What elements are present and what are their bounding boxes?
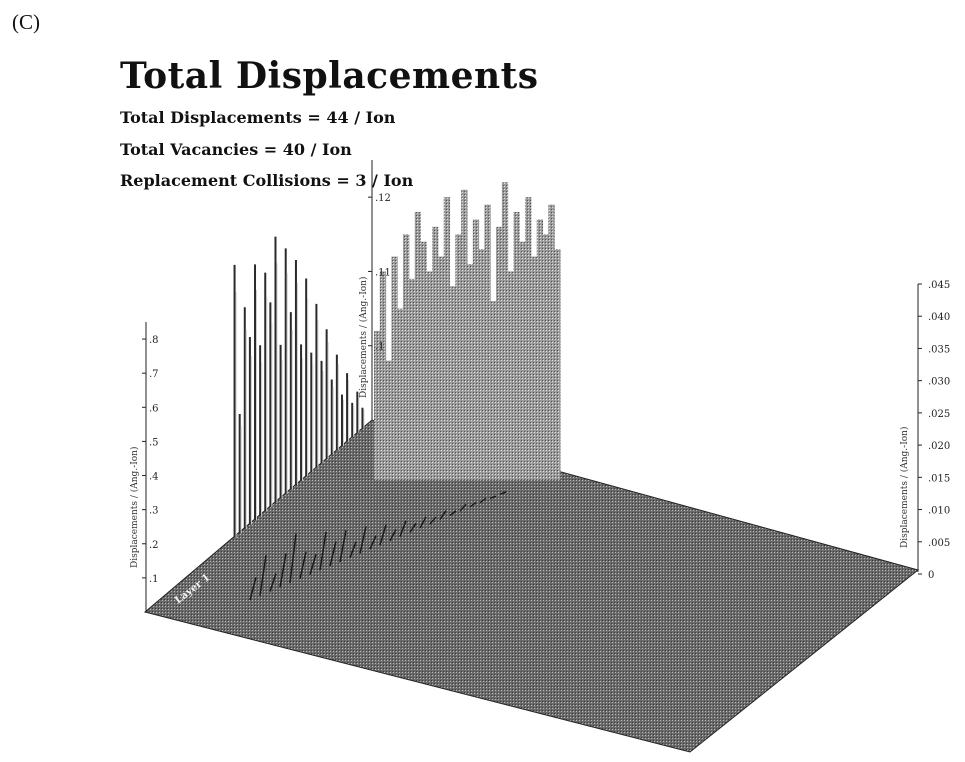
back-series-bar [408, 278, 416, 480]
panel-label: (C) [12, 10, 40, 34]
stat-total-vacancies: Total Vacancies = 40 / Ion [120, 140, 352, 159]
floor-series-spike [389, 529, 397, 542]
back-series-bar [455, 234, 462, 480]
back-axis-tick-label: .12 [375, 193, 391, 204]
left-axis-tick-label: .1 [149, 574, 159, 585]
back-series-bar [426, 271, 433, 480]
back-series-bar [513, 212, 520, 480]
right-axis-tick-label: .030 [928, 377, 950, 388]
back-series-bar [403, 234, 410, 480]
back-axis-tick-label: .11 [375, 267, 391, 278]
floor-series-spike [369, 535, 377, 550]
back-series-bar [554, 249, 561, 480]
left-axis-tick-label: .8 [149, 335, 159, 346]
back-series-bar [432, 226, 439, 480]
back-series-bar [449, 286, 456, 480]
back-series-bar [379, 271, 387, 480]
back-series-bar [467, 264, 474, 480]
floor-series [249, 491, 507, 601]
right-axis-tick-label: .010 [928, 506, 950, 517]
floor-series-spike [379, 524, 387, 546]
left-axis-tick-label: .6 [149, 403, 159, 414]
floor-series-spike [249, 577, 257, 601]
back-series-bar [519, 241, 526, 480]
left-axis-tick-label: .2 [149, 540, 159, 551]
left-axis-ticks: .1 .2 .3 .4 .5 .6 .7 .8 [142, 335, 159, 585]
left-series [233, 236, 365, 538]
back-series-bar [443, 197, 451, 480]
back-series-bar [496, 226, 503, 480]
floor-series-spike [479, 497, 487, 504]
floor-series-spike [439, 510, 447, 521]
stat-total-displacements: Total Displacements = 44 / Ion [120, 108, 396, 127]
floor-series-spike [489, 495, 497, 500]
floor-series-spike [359, 526, 367, 554]
floor-series-spike [259, 555, 267, 596]
left-axis-tick-label: .4 [149, 472, 159, 483]
left-axis-tick-label: .3 [149, 506, 159, 517]
back-series-bar [461, 189, 468, 480]
right-axis-tick-label: .045 [928, 280, 950, 291]
left-axis-tick-label: .7 [149, 369, 159, 380]
right-axis-tick-label: .040 [928, 312, 950, 323]
back-series-bar [478, 249, 485, 480]
left-axis-title: Displacements / (Ang.-Ion) [129, 447, 140, 568]
back-series-bar [507, 271, 514, 480]
floor-series-spike [329, 541, 337, 567]
floor-series-spike [429, 516, 437, 525]
floor-series-spike [469, 501, 477, 508]
right-axis-tick-label: 0 [928, 570, 934, 581]
back-series-bar [437, 256, 445, 480]
right-axis-tick-label: .015 [928, 473, 950, 484]
back-series-bar [542, 234, 549, 480]
floor-series-spike [399, 520, 407, 537]
floor-series-spike [279, 553, 287, 588]
stat-replacement-collisions: Replacement Collisions = 3 / Ion [120, 171, 414, 190]
back-axis-ticks: .1 .11 .12 [368, 193, 391, 353]
back-series-bar [397, 308, 404, 480]
back-axis-tick-label: .1 [375, 342, 385, 353]
back-series-bar [414, 212, 421, 480]
left-axis-tick-label: .5 [149, 437, 159, 448]
chart-title: Total Displacements [120, 55, 539, 97]
back-axis-title: Displacements / (Ang.-Ion) [358, 277, 369, 398]
floor-series-spike [449, 510, 457, 516]
back-series-bar [385, 360, 392, 480]
back-series-bar [420, 241, 427, 480]
back-series-bar [374, 330, 381, 480]
back-series-bar [548, 204, 555, 481]
back-series-bar [472, 219, 480, 480]
floor-series-spike [319, 531, 327, 571]
back-series-bar [484, 204, 491, 481]
floor-series-spike [419, 516, 427, 529]
right-axis-ticks: 0 .005 .010 .015 .020 .025 .030 .035 .040 .045 [918, 280, 950, 581]
back-series-bar [490, 301, 497, 480]
back-series-bar [391, 256, 398, 480]
right-axis-tick-label: .025 [928, 409, 950, 420]
floor-series-spike [289, 533, 297, 584]
floor-series-spike [299, 551, 307, 580]
back-series-bar [530, 256, 538, 480]
floor-series-spike [459, 503, 467, 512]
floor-series-spike [269, 573, 277, 592]
back-series-bar [501, 182, 509, 481]
floor-series-spike [309, 554, 317, 575]
back-series-bar [525, 197, 532, 480]
right-axis-tick-label: .035 [928, 344, 950, 355]
floor-series-spike [409, 522, 417, 533]
back-series [374, 182, 561, 481]
floor-series-spike [499, 491, 507, 495]
right-axis-tick-label: .020 [928, 441, 950, 452]
floor-series-spike [339, 530, 347, 563]
right-axis-tick-label: .005 [928, 538, 950, 549]
right-axis-title: Displacements / (Ang.-Ion) [899, 427, 910, 548]
floor-series-spike [349, 541, 357, 558]
back-series-bar [536, 219, 544, 480]
